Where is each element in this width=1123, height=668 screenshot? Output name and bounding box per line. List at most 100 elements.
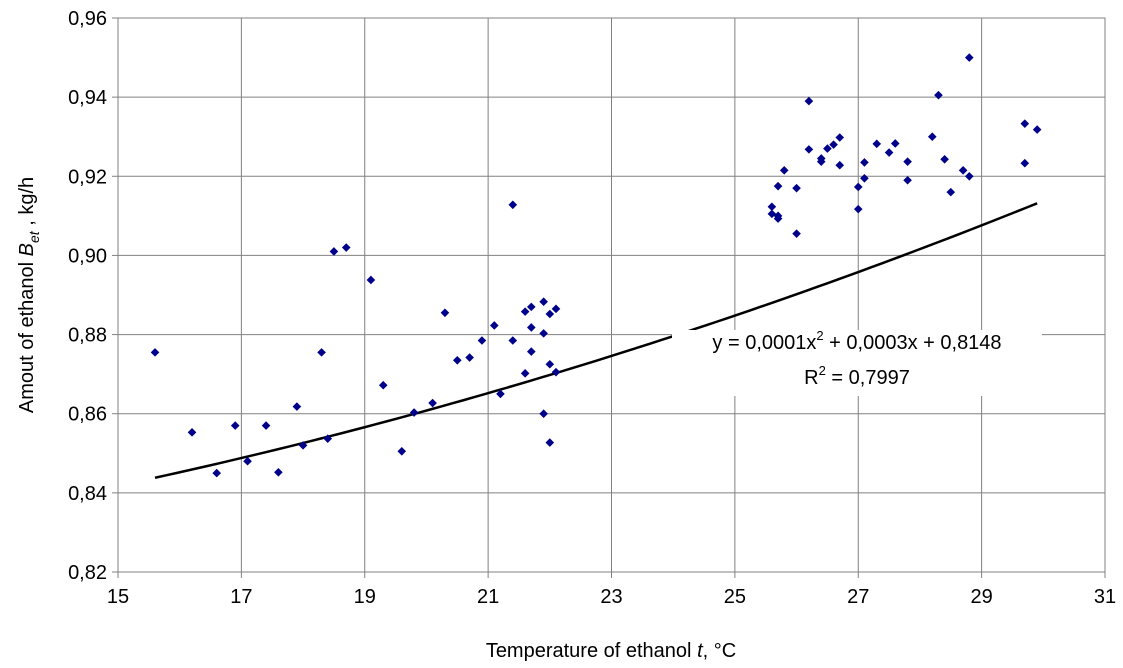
r2-suffix: = 0,7997 — [826, 367, 910, 389]
data-point — [792, 183, 801, 193]
data-point — [1020, 158, 1030, 168]
y-tick-label: 0,92 — [68, 166, 107, 188]
data-point — [317, 348, 326, 357]
trendline-equation: y = 0,0001x2 + 0,0003x + 0,8148 — [712, 328, 1001, 354]
data-point — [212, 468, 221, 478]
data-point — [539, 409, 548, 419]
x-tick-label: 31 — [1094, 586, 1116, 608]
data-point — [835, 133, 845, 142]
data-point — [551, 367, 561, 377]
data-point — [890, 139, 900, 148]
data-point — [520, 307, 530, 316]
data-point — [934, 90, 943, 100]
y-axis-title-prefix: Amout of ethanol — [16, 256, 38, 413]
x-tick-label: 25 — [724, 586, 746, 608]
data-point — [545, 438, 555, 447]
data-point — [508, 200, 518, 210]
data-point — [767, 202, 777, 212]
x-tick-label: 15 — [107, 586, 129, 608]
axis-ticks: 15 17 19 21 23 25 27 29 31 0,82 0,84 0,86 0,88 0,90 0,… — [68, 8, 1116, 608]
x-tick-label: 23 — [600, 586, 622, 608]
y-tick-label: 0,96 — [68, 8, 107, 30]
y-tick-label: 0,86 — [68, 404, 107, 426]
r-squared: R2 = 0,7997 — [804, 363, 910, 389]
data-point — [903, 175, 912, 185]
y-tick-label: 0,84 — [68, 483, 107, 505]
data-point — [452, 355, 462, 365]
x-tick-label: 17 — [230, 586, 252, 608]
data-point — [527, 302, 536, 312]
data-point — [477, 336, 487, 345]
y-tick-label: 0,82 — [68, 562, 107, 584]
data-point — [773, 214, 783, 223]
y-axis-title-var: B — [16, 243, 38, 256]
data-point — [496, 389, 505, 399]
x-axis-title-prefix: Temperature of ethanol — [486, 640, 697, 662]
data-point — [964, 171, 974, 181]
data-point — [397, 447, 407, 456]
data-point — [1020, 119, 1030, 128]
x-axis-title: Temperature of ethanol t, °C — [486, 640, 736, 662]
data-point — [816, 157, 826, 166]
data-point — [958, 166, 968, 175]
data-points — [150, 53, 1042, 478]
data-point — [551, 304, 561, 314]
data-point — [946, 187, 956, 197]
data-point — [341, 243, 351, 252]
r2-sup: 2 — [819, 363, 826, 378]
x-tick-label: 19 — [354, 586, 376, 608]
data-point — [409, 408, 419, 417]
data-point — [329, 247, 339, 256]
x-tick-label: 21 — [477, 586, 499, 608]
data-point — [860, 173, 869, 183]
data-point — [323, 434, 333, 443]
data-point — [829, 140, 838, 149]
data-point — [292, 402, 302, 411]
data-point — [243, 456, 252, 466]
data-point — [298, 441, 308, 450]
data-point — [804, 96, 814, 106]
equation-box — [672, 330, 1042, 396]
data-point — [545, 309, 555, 319]
data-point — [903, 157, 912, 166]
data-point — [940, 154, 949, 164]
y-axis-title-suffix: , kg/h — [16, 177, 38, 231]
y-tick-label: 0,94 — [68, 87, 107, 109]
data-point — [187, 428, 197, 437]
data-point — [804, 145, 814, 154]
data-point — [884, 148, 894, 157]
data-point — [539, 297, 548, 307]
data-point — [489, 321, 499, 330]
data-point — [779, 166, 789, 175]
data-point — [539, 329, 548, 338]
data-point — [261, 421, 271, 430]
y-axis-title: Amout of ethanol Bet , kg/h — [16, 177, 42, 413]
data-point — [527, 347, 536, 356]
equation-sup: 2 — [816, 328, 823, 343]
data-point — [527, 323, 536, 332]
data-point — [150, 348, 160, 357]
data-point — [853, 204, 863, 214]
y-axis-title-sub: et — [26, 230, 42, 243]
data-point — [964, 53, 974, 62]
data-point — [545, 359, 555, 369]
data-point — [792, 229, 801, 238]
data-point — [274, 467, 283, 477]
data-point — [465, 353, 474, 362]
data-point — [440, 308, 450, 318]
data-point — [520, 369, 530, 378]
x-tick-label: 27 — [847, 586, 869, 608]
data-point — [927, 132, 937, 142]
data-point — [835, 160, 845, 170]
y-tick-label: 0,88 — [68, 325, 107, 347]
data-point — [378, 380, 388, 390]
equation-part2: + 0,0003x + 0,8148 — [824, 332, 1002, 354]
r2-prefix: R — [804, 367, 818, 389]
data-point — [1032, 125, 1042, 134]
data-point — [872, 139, 882, 149]
data-point — [853, 182, 863, 192]
data-point — [823, 144, 832, 153]
data-point — [508, 336, 518, 345]
x-tick-label: 29 — [971, 586, 993, 608]
